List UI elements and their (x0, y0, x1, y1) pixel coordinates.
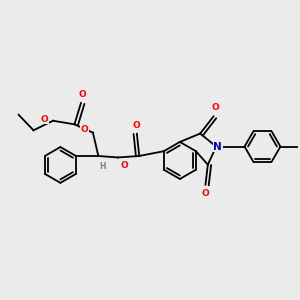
Text: O: O (120, 161, 128, 170)
Text: O: O (41, 115, 49, 124)
Text: O: O (202, 189, 209, 198)
Text: N: N (213, 142, 222, 152)
Text: O: O (81, 124, 88, 134)
Text: H: H (100, 162, 106, 171)
Text: O: O (133, 121, 141, 130)
Text: O: O (211, 103, 219, 112)
Text: O: O (79, 90, 86, 99)
